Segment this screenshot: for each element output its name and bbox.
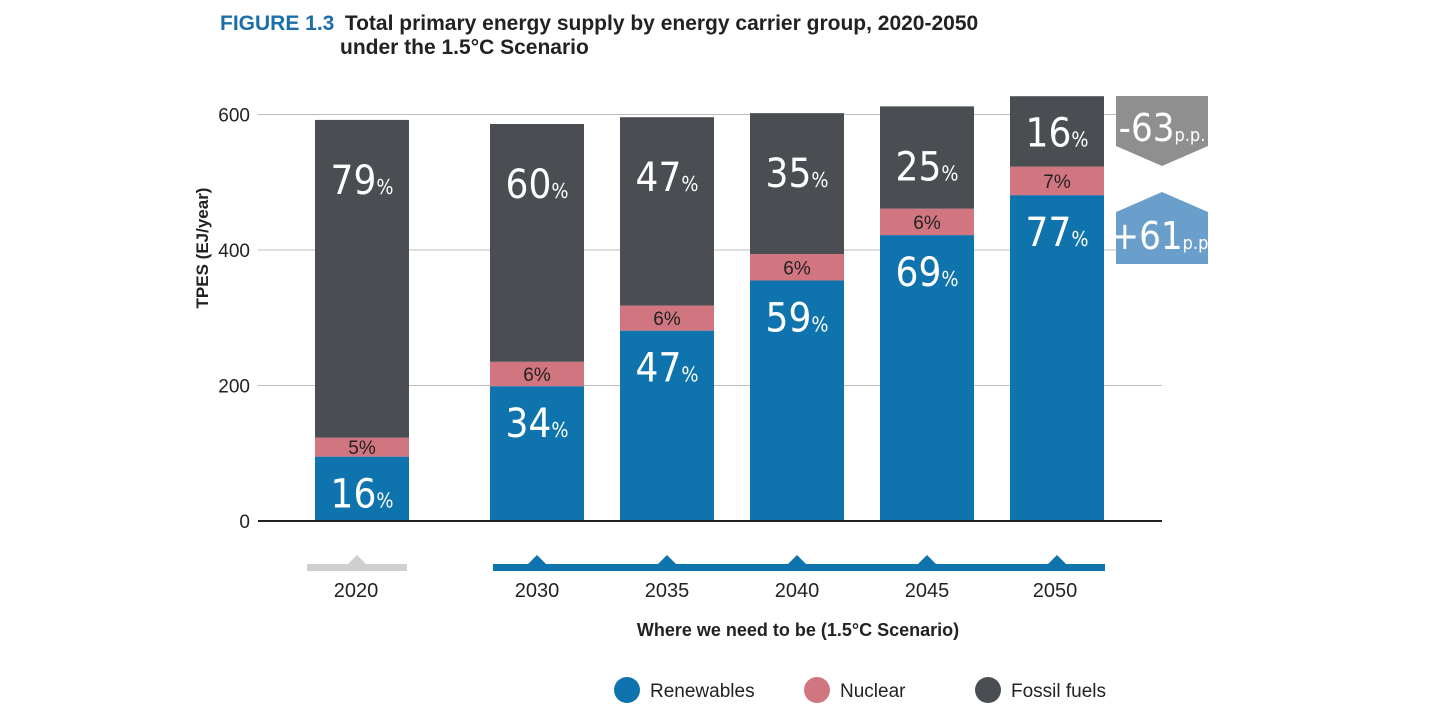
figure-subtitle: under the 1.5°C Scenario [340,36,589,59]
x-tick-label: 2035 [645,580,690,602]
data-label-nuclear: 7% [1043,172,1071,193]
renewables-change-label: +61p.p. [1111,214,1214,258]
x-tick-label: 2045 [905,580,950,602]
data-label-fossil: 35% [766,151,829,197]
bar-segment-nuclear [620,305,714,331]
x-tick-label: 2020 [334,580,379,602]
bar-segment-renewables [880,235,974,521]
bar-segment-renewables [1010,195,1104,521]
data-label-fossil: 79% [331,158,394,204]
data-label-nuclear: 6% [913,213,941,234]
bars: 16% 5% 79% 34% 6% 60% 47% 6% 47% 59% 6% 35% 69% 6% 25%… [315,96,1104,521]
y-axis-title: TPES (EJ/year) [193,188,212,309]
renewables-change-badge [1116,192,1208,264]
bar-segment-fossil [315,119,409,438]
data-label-fossil: 25% [896,144,959,190]
bar-segment-renewables [315,456,409,521]
legend-swatch-renewables [614,677,640,703]
fossil-change-badge [1116,96,1208,166]
data-label-nuclear: 6% [523,365,551,386]
data-label-renewables: 34% [506,401,569,447]
bar-segment-fossil [1010,96,1104,167]
data-label-renewables: 69% [896,250,959,296]
bar-segment-fossil [620,117,714,306]
bar-segment-fossil [750,113,844,255]
bar-group-2035: 47% 6% 47% [620,117,714,521]
fossil-change-label: -63p.p. [1119,106,1206,150]
data-label-fossil: 60% [506,162,569,208]
data-label-renewables: 47% [636,346,699,392]
figure-title-block: FIGURE 1.3 Total primary energy supply b… [220,12,978,60]
bar-segment-renewables [620,330,714,521]
bar-group-2040: 59% 6% 35% [750,113,844,521]
legend: Renewables Nuclear Fossil fuels [614,677,1106,703]
bar-group-2030: 34% 6% 60% [490,123,584,521]
legend-label-renewables: Renewables [650,681,755,702]
bar-segment-nuclear [880,208,974,236]
x-axis-ticks: 2020 2030 2035 2040 2045 2050 [334,580,1078,602]
baseline-timeline-bar [307,564,407,571]
bar-group-2020: 16% 5% 79% [315,119,409,521]
data-label-fossil: 16% [1026,111,1089,157]
bar-segment-renewables [750,280,844,521]
legend-swatch-fossil [975,677,1001,703]
timeline [307,555,1105,571]
data-label-fossil: 47% [636,155,699,201]
y-tick-label: 400 [218,241,250,262]
bar-segment-nuclear [490,361,584,387]
scenario-timeline-marker [528,555,546,564]
data-label-nuclear: 6% [653,309,681,330]
bar-segment-nuclear [750,254,844,281]
bar-segment-nuclear [315,437,409,457]
scenario-timeline-bar [493,564,1105,571]
x-tick-label: 2040 [775,580,820,602]
bar-segment-nuclear [1010,166,1104,196]
y-tick-label: 600 [218,106,250,127]
y-axis-ticks: 0 200 400 600 [218,106,250,534]
y-tick-label: 200 [218,377,250,398]
figure-label: FIGURE 1.3 [220,12,335,35]
bar-segment-fossil [490,123,584,362]
y-tick-label: 0 [239,512,250,533]
scenario-timeline-marker [788,555,806,564]
x-axis-title: Where we need to be (1.5°C Scenario) [637,620,959,640]
scenario-timeline-marker [918,555,936,564]
data-label-nuclear: 6% [783,258,811,279]
change-badges: -63p.p. +61p.p. [1111,96,1214,264]
x-tick-label: 2050 [1033,580,1078,602]
scenario-timeline-marker [658,555,676,564]
data-label-renewables: 77% [1026,210,1089,256]
data-label-renewables: 59% [766,295,829,341]
legend-label-fossil: Fossil fuels [1011,681,1106,702]
bar-segment-renewables [490,386,584,521]
figure-title: Total primary energy supply by energy ca… [344,12,979,35]
data-label-renewables: 16% [331,472,394,518]
legend-label-nuclear: Nuclear [840,681,906,702]
bar-group-2050: 77% 7% 16% [1010,96,1104,521]
legend-swatch-nuclear [804,677,830,703]
x-tick-label: 2030 [515,580,560,602]
scenario-timeline-marker [1048,555,1066,564]
data-label-nuclear: 5% [348,438,376,459]
bar-group-2045: 69% 6% 25% [880,106,974,521]
baseline-timeline-marker [348,555,366,564]
bar-segment-fossil [880,106,974,209]
